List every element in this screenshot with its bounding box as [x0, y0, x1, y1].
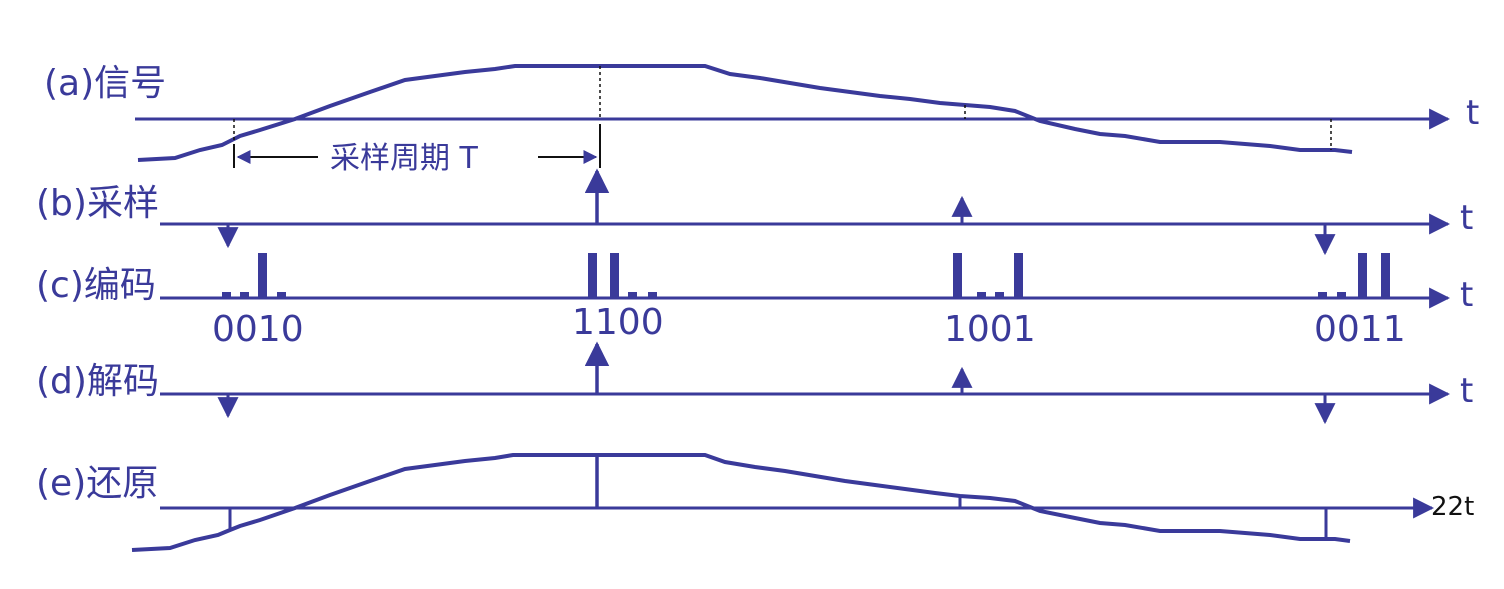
row-e-axis-label: 22t	[1431, 492, 1474, 522]
code-label-4: 0011	[1314, 309, 1406, 350]
code-group-2	[588, 253, 657, 298]
code-bit	[953, 253, 962, 298]
code-bit	[1358, 253, 1367, 298]
code-bit	[977, 292, 986, 298]
row-a-label: (a)信号	[44, 63, 166, 104]
code-bit	[588, 253, 597, 298]
code-bit	[1337, 292, 1346, 298]
code-bit	[995, 292, 1004, 298]
code-bit	[240, 292, 249, 298]
row-d-axis-label: t	[1460, 371, 1473, 411]
row-e-label: (e)还原	[36, 463, 158, 504]
code-label-2: 1100	[572, 302, 664, 343]
code-bit	[648, 292, 657, 298]
row-a-signal-curve	[137, 64, 1353, 162]
row-d-label: (d)解码	[36, 361, 159, 402]
code-bit	[277, 292, 286, 298]
code-bit	[222, 292, 231, 298]
code-label-3: 1001	[944, 309, 1036, 350]
code-group-1	[222, 253, 286, 298]
code-bit	[610, 253, 619, 298]
code-group-3	[953, 253, 1023, 298]
code-label-1: 0010	[212, 309, 304, 350]
row-c-label: (c)编码	[36, 265, 156, 306]
row-b-axis-label: t	[1460, 198, 1473, 238]
row-c-axis-label: t	[1460, 275, 1473, 315]
code-group-4	[1318, 253, 1390, 298]
code-bit	[1014, 253, 1023, 298]
row-a-axis-label: t	[1466, 93, 1479, 133]
row-e-reconstructed-curve	[131, 453, 1351, 552]
code-bit	[258, 253, 267, 298]
code-bit	[1381, 253, 1390, 298]
code-bit	[1318, 292, 1327, 298]
row-b-label: (b)采样	[36, 183, 159, 224]
sampling-period-label: 采样周期 T	[330, 141, 479, 176]
code-bit	[628, 292, 637, 298]
